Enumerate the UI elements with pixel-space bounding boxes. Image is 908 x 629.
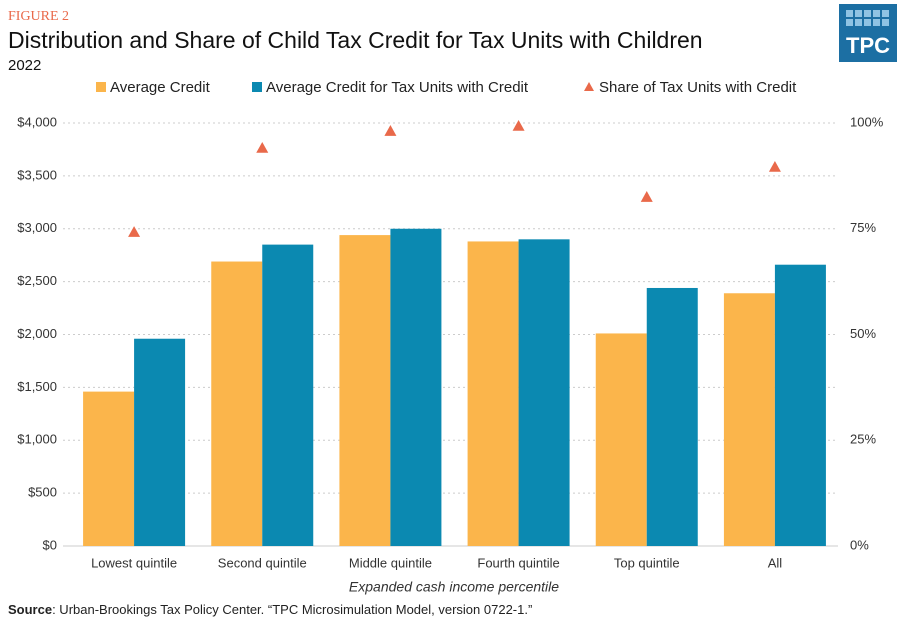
bar	[723, 293, 775, 546]
x-tick-label: Lowest quintile	[91, 555, 177, 570]
legend-item: Average Credit for Tax Units with Credit	[252, 79, 529, 96]
legend-swatch	[252, 82, 262, 92]
chart-title: Distribution and Share of Child Tax Cred…	[8, 27, 703, 53]
source: Source: Urban-Brookings Tax Policy Cente…	[8, 602, 532, 617]
y-tick-label: $0	[43, 537, 57, 552]
bar	[390, 228, 442, 546]
legend-marker	[584, 82, 594, 91]
bar	[518, 239, 570, 546]
bar	[595, 333, 647, 546]
y-tick-label: $1,000	[17, 432, 57, 447]
legend-swatch	[96, 82, 106, 92]
x-axis-label: Expanded cash income percentile	[349, 579, 559, 595]
y2-tick-label: 0%	[850, 537, 869, 552]
bar	[83, 391, 135, 546]
bar	[262, 244, 314, 547]
legend-item: Share of Tax Units with Credit	[584, 79, 797, 96]
y-tick-label: $3,500	[17, 167, 57, 182]
bar	[467, 241, 519, 546]
x-tick-label: Top quintile	[614, 555, 680, 570]
x-tick-label: Middle quintile	[349, 555, 432, 570]
y-tick-label: $3,000	[17, 220, 57, 235]
logo: TPC	[839, 4, 897, 62]
marker	[640, 191, 653, 202]
figure-label: FIGURE 2	[8, 9, 69, 24]
x-tick-label: All	[768, 555, 783, 570]
legend-label: Average Credit for Tax Units with Credit	[266, 79, 529, 96]
bar	[339, 235, 391, 546]
y-tick-label: $500	[28, 485, 57, 500]
marker	[256, 141, 269, 153]
bar	[211, 261, 263, 546]
legend-label: Average Credit	[110, 79, 211, 96]
y2-tick-label: 50%	[850, 326, 876, 341]
marker	[384, 125, 397, 136]
bar	[134, 338, 186, 546]
source-text: : Urban-Brookings Tax Policy Center. “TP…	[52, 602, 532, 617]
marker	[128, 226, 141, 237]
marker	[768, 160, 781, 172]
logo-squares	[846, 10, 889, 26]
x-tick-label: Second quintile	[218, 555, 307, 570]
y2-tick-label: 100%	[850, 114, 884, 129]
bar	[646, 287, 698, 546]
y2-tick-label: 25%	[850, 432, 876, 447]
y-tick-label: $2,500	[17, 273, 57, 288]
legend-label: Share of Tax Units with Credit	[599, 79, 797, 96]
source-label: Source	[8, 602, 52, 617]
bar	[774, 264, 826, 546]
y-tick-label: $4,000	[17, 114, 57, 129]
y-tick-label: $1,500	[17, 379, 57, 394]
chart-subtitle: 2022	[8, 57, 41, 74]
x-tick-label: Fourth quintile	[477, 555, 559, 570]
logo-text: TPC	[846, 33, 890, 58]
y-tick-label: $2,000	[17, 326, 57, 341]
y2-tick-label: 75%	[850, 220, 876, 235]
legend-item: Average Credit	[96, 79, 211, 96]
marker	[512, 119, 525, 131]
